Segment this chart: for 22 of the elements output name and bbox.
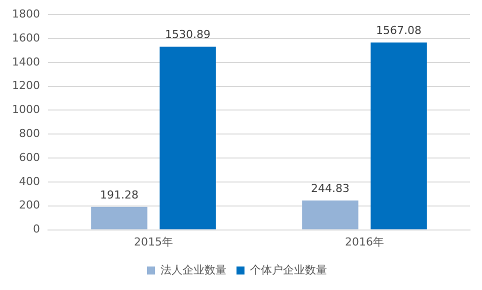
y-tick-label: 1400 bbox=[12, 55, 40, 68]
y-tick-label: 1000 bbox=[12, 103, 40, 116]
y-tick-label: 1800 bbox=[12, 7, 40, 20]
x-tick-label: 2015年 bbox=[134, 235, 173, 248]
data-label: 1567.08 bbox=[376, 24, 422, 37]
legend-label: 法人企业数量 bbox=[160, 263, 226, 276]
y-tick-label: 1600 bbox=[12, 31, 40, 44]
y-tick-label: 600 bbox=[18, 150, 40, 164]
bar bbox=[302, 200, 358, 230]
data-label: 1530.89 bbox=[165, 28, 211, 42]
data-label: 244.83 bbox=[310, 182, 350, 195]
bar bbox=[370, 42, 427, 230]
bar bbox=[91, 206, 148, 230]
y-tick-label: 0 bbox=[32, 222, 40, 236]
x-tick-label: 2016年 bbox=[345, 235, 384, 248]
legend-label: 个体户企业数量 bbox=[250, 263, 327, 276]
y-tick-label: 400 bbox=[18, 174, 40, 188]
y-tick-label: 1200 bbox=[12, 79, 40, 92]
y-tick-label: 800 bbox=[18, 127, 40, 140]
bar bbox=[160, 46, 216, 230]
data-label: 191.28 bbox=[100, 188, 138, 202]
y-tick-label: 200 bbox=[18, 198, 40, 212]
